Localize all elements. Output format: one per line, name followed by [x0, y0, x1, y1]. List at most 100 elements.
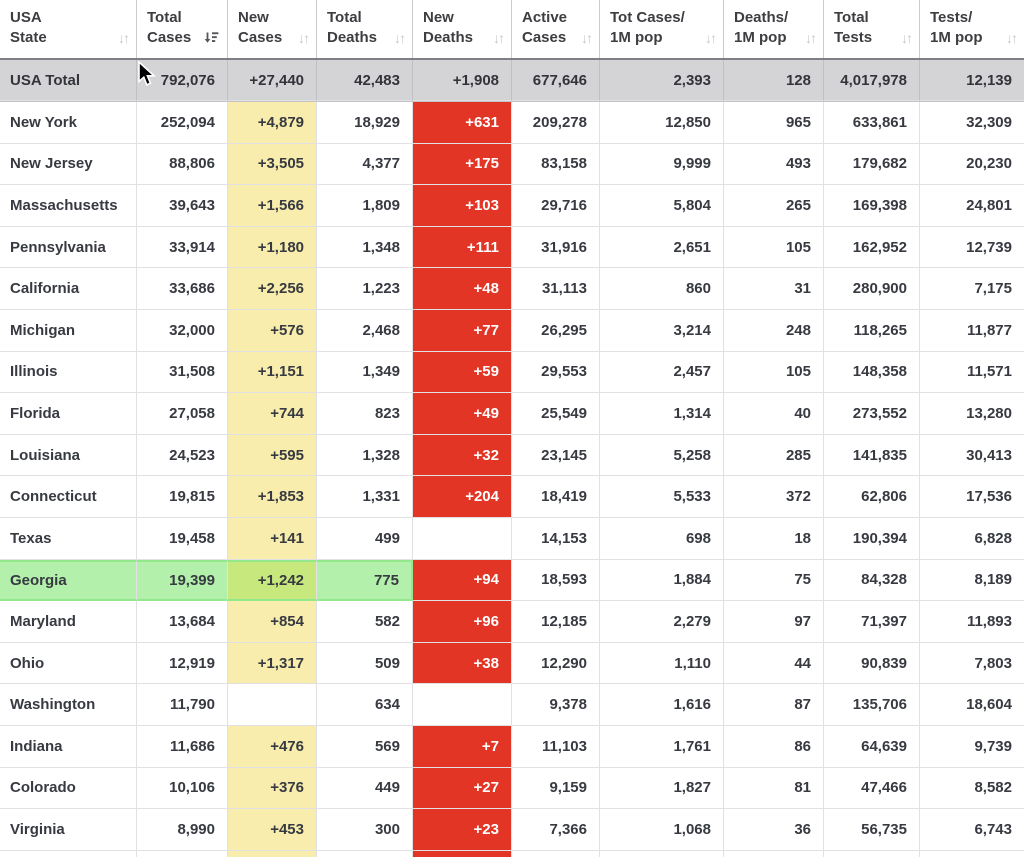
- cell-tot-cases-per-1m: 1,110: [600, 643, 724, 685]
- cell-active-cases: 83,158: [512, 144, 600, 186]
- sort-unsorted-icon: ↓↑: [801, 31, 815, 45]
- column-header-label-line2: Tests: [834, 28, 872, 48]
- cell-total-tests: 90,839: [824, 643, 920, 685]
- cell-total-cases: 88,806: [137, 144, 228, 186]
- cell-tests-per-1m: 8,189: [920, 560, 1024, 602]
- state-row-indiana: Indiana 11,686 +476 569 +7 11,103 1,761 …: [0, 726, 1024, 768]
- cell-total-cases: 27,058: [137, 393, 228, 435]
- cell-total-deaths: 1,809: [317, 185, 413, 227]
- cell-tot-cases-per-1m: 860: [600, 268, 724, 310]
- cell-total-cases: 10,106: [137, 768, 228, 810]
- cell-active-cases: 12,185: [512, 601, 600, 643]
- column-header-new-deaths[interactable]: New Deaths ↓↑: [413, 0, 512, 58]
- state-name-link[interactable]: Michigan: [0, 310, 137, 352]
- cell-total-cases: 33,914: [137, 227, 228, 269]
- column-header-usa-state[interactable]: USA State ↓↑: [0, 0, 137, 58]
- state-name-link[interactable]: New Jersey: [0, 144, 137, 186]
- state-name-link[interactable]: California: [0, 268, 137, 310]
- cell-deaths-per-1m: 128: [724, 60, 824, 101]
- column-header-total-tests[interactable]: Total Tests ↓↑: [824, 0, 920, 58]
- cell-active-cases: 7,366: [512, 809, 600, 851]
- cell-total-deaths: 42,483: [317, 60, 413, 101]
- cell-tests-per-1m: 11,877: [920, 310, 1024, 352]
- table-body: New York 252,094 +4,879 18,929 +631 209,…: [0, 102, 1024, 851]
- cell-tot-cases-per-1m: 2,457: [600, 352, 724, 394]
- state-name-link[interactable]: Texas: [0, 518, 137, 560]
- cell-new-deaths: +27: [413, 768, 512, 810]
- state-name-link[interactable]: Ohio: [0, 643, 137, 685]
- state-row-california: California 33,686 +2,256 1,223 +48 31,11…: [0, 268, 1024, 310]
- cell-tot-cases-per-1m: 9,999: [600, 144, 724, 186]
- cell-deaths-per-1m: 87: [724, 684, 824, 726]
- cell-tot-cases-per-1m: 5,804: [600, 185, 724, 227]
- column-header-total-cases[interactable]: Total Cases: [137, 0, 228, 58]
- column-header-label-line1: Tests/: [930, 8, 1016, 28]
- state-name-link[interactable]: Indiana: [0, 726, 137, 768]
- cell-total-deaths: 449: [317, 768, 413, 810]
- cell-tot-cases-per-1m: 1,314: [600, 393, 724, 435]
- cell-tot-cases-per-1m: 2,651: [600, 227, 724, 269]
- cell-deaths-per-1m: 81: [724, 768, 824, 810]
- state-name-link[interactable]: Colorado: [0, 768, 137, 810]
- column-header-label-line2: Cases: [147, 28, 191, 48]
- column-header-total-deaths[interactable]: Total Deaths ↓↑: [317, 0, 413, 58]
- cell-deaths-per-1m: 493: [724, 144, 824, 186]
- cell-new-cases: +1,180: [228, 227, 317, 269]
- cell-tot-cases-per-1m: 698: [600, 518, 724, 560]
- cell-deaths-per-1m: 285: [724, 435, 824, 477]
- cell-tests-per-1m: 30,413: [920, 435, 1024, 477]
- column-header-deaths-1m-pop[interactable]: Deaths/ 1M pop ↓↑: [724, 0, 824, 58]
- cell: [724, 851, 824, 857]
- state-name-link[interactable]: Massachusetts: [0, 185, 137, 227]
- state-name-link[interactable]: Georgia: [0, 560, 137, 602]
- column-header-tests-1m-pop[interactable]: Tests/ 1M pop ↓↑: [920, 0, 1024, 58]
- cell-total-cases: 8,990: [137, 809, 228, 851]
- cell-tests-per-1m: 24,801: [920, 185, 1024, 227]
- column-header-label-line2: Deaths: [327, 28, 377, 48]
- cell: [413, 851, 512, 857]
- cell-active-cases: 31,916: [512, 227, 600, 269]
- cell-new-cases: +1,242: [228, 560, 317, 602]
- cell-total-deaths: 1,331: [317, 476, 413, 518]
- cell-total-deaths: 775: [317, 560, 413, 602]
- column-header-label-line1: Active: [522, 8, 591, 28]
- cell-new-deaths: +38: [413, 643, 512, 685]
- state-row-new-jersey: New Jersey 88,806 +3,505 4,377 +175 83,1…: [0, 144, 1024, 186]
- cell-tests-per-1m: 13,280: [920, 393, 1024, 435]
- state-name-link[interactable]: Louisiana: [0, 435, 137, 477]
- cell: [920, 851, 1024, 857]
- cell-tot-cases-per-1m: 5,258: [600, 435, 724, 477]
- state-name-link[interactable]: Florida: [0, 393, 137, 435]
- cell-total-cases: 39,643: [137, 185, 228, 227]
- state-name-link[interactable]: Washington: [0, 684, 137, 726]
- state-row-washington: Washington 11,790 634 9,378 1,616 87 135…: [0, 684, 1024, 726]
- column-header-new-cases[interactable]: New Cases ↓↑: [228, 0, 317, 58]
- column-header-tot-cases-1m-pop[interactable]: Tot Cases/ 1M pop ↓↑: [600, 0, 724, 58]
- cell-new-deaths: +111: [413, 227, 512, 269]
- state-name-link[interactable]: Virginia: [0, 809, 137, 851]
- cell-new-deaths: +631: [413, 102, 512, 144]
- cell-active-cases: 677,646: [512, 60, 600, 101]
- column-header-label-line1: Total: [834, 8, 911, 28]
- state-row-maryland: Maryland 13,684 +854 582 +96 12,185 2,27…: [0, 601, 1024, 643]
- cell-total-tests: 280,900: [824, 268, 920, 310]
- column-header-active-cases[interactable]: Active Cases ↓↑: [512, 0, 600, 58]
- cell-tot-cases-per-1m: 3,214: [600, 310, 724, 352]
- state-name-link[interactable]: Illinois: [0, 352, 137, 394]
- cell-new-cases: +1,151: [228, 352, 317, 394]
- cell-total-deaths: 300: [317, 809, 413, 851]
- cell-total-tests: 118,265: [824, 310, 920, 352]
- cell-tests-per-1m: 9,739: [920, 726, 1024, 768]
- state-name-link[interactable]: Pennsylvania: [0, 227, 137, 269]
- cell-new-deaths: +103: [413, 185, 512, 227]
- state-name-link[interactable]: Maryland: [0, 601, 137, 643]
- cell-new-cases: +141: [228, 518, 317, 560]
- column-header-label-line1: Deaths/: [734, 8, 815, 28]
- cell-new-deaths: +32: [413, 435, 512, 477]
- column-header-label-line2: 1M pop: [610, 28, 663, 48]
- cell-new-cases: +453: [228, 809, 317, 851]
- state-name-link[interactable]: New York: [0, 102, 137, 144]
- state-name-link[interactable]: Connecticut: [0, 476, 137, 518]
- cell-deaths-per-1m: 965: [724, 102, 824, 144]
- column-header-label-line1: USA: [10, 8, 128, 28]
